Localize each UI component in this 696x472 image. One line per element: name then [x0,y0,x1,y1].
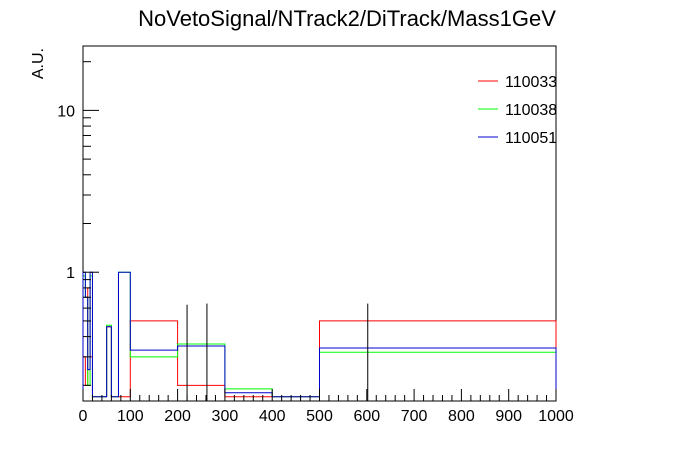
x-tick-label: 200 [164,408,191,425]
y-tick-label: 1 [66,265,75,282]
x-tick-label: 600 [353,408,380,425]
legend-label: 110051 [505,130,557,147]
legend: 110033 110038 110051 [478,74,557,147]
chart-title: NoVetoSignal/NTrack2/DiTrack/Mass1GeV [138,6,556,31]
x-tick-label: 100 [117,408,144,425]
legend-entry-110038: 110038 [478,102,557,119]
x-tick-label: 700 [401,408,428,425]
legend-label: 110038 [505,102,557,119]
y-tick-label: 10 [57,103,75,120]
x-tick-label: 800 [448,408,475,425]
x-tick-label: 900 [495,408,522,425]
x-tick-label: 1000 [538,408,574,425]
legend-entry-110051: 110051 [478,130,557,147]
x-tick-label: 500 [306,408,333,425]
x-tick-label: 400 [259,408,286,425]
x-tick-label: 0 [79,408,88,425]
legend-entry-110033: 110033 [478,74,557,91]
x-tick-label: 300 [212,408,239,425]
legend-label: 110033 [505,74,557,91]
y-axis-label: A.U. [30,48,47,79]
axes-layer: 0 100 200 300 400 500 600 700 800 900 1000 1 10 [57,61,574,425]
